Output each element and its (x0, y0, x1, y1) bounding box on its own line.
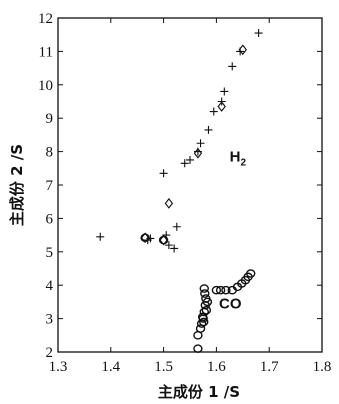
y-tick-label: 10 (38, 78, 53, 94)
diamond-point (238, 44, 247, 56)
annotation-label: H2 (230, 149, 247, 169)
diamond-point (159, 234, 168, 246)
diamond-point (193, 147, 203, 159)
x-tick-label: 1.8 (313, 359, 332, 375)
diamond-point (217, 101, 226, 112)
circle-point (197, 312, 208, 322)
y-tick-label: 9 (46, 111, 54, 127)
plus-point (220, 87, 229, 96)
circle-point (193, 344, 203, 353)
y-tick-label: 6 (46, 211, 54, 227)
x-axis-label: 主成份 1 /S (158, 383, 240, 401)
plus-point (204, 125, 213, 134)
plus-point (159, 169, 168, 178)
plus-point (228, 62, 237, 71)
plus-point (196, 139, 205, 148)
circle-point (211, 285, 222, 295)
circle-point (200, 289, 210, 298)
x-axis-ticks: 1.3 1.4 1.5 1.6 1.7 1.8 (49, 18, 332, 375)
x-tick-label: 1.4 (101, 359, 120, 375)
plus-point (96, 232, 105, 241)
annotations: H2 CO (219, 149, 246, 313)
plus-point (172, 222, 181, 231)
circle-point (140, 233, 150, 243)
y-tick-label: 11 (39, 44, 53, 60)
x-tick-label: 1.3 (49, 359, 68, 375)
plus-point (254, 29, 263, 38)
circle-point (199, 284, 209, 293)
plus-point (186, 155, 194, 164)
plot-frame (57, 17, 323, 353)
circle-point (215, 285, 226, 295)
circle-point (246, 269, 256, 278)
circle-point (201, 305, 212, 315)
y-tick-label: 3 (46, 312, 54, 328)
y-tick-label: 7 (46, 178, 54, 194)
diamond-point (140, 232, 150, 244)
plus-point (170, 244, 179, 253)
y-tick-label: 5 (46, 245, 54, 261)
circle-point (202, 297, 213, 307)
diamond-point (164, 197, 174, 209)
plus-point (209, 107, 218, 116)
y-tick-label: 4 (46, 278, 54, 294)
plus-point (180, 159, 189, 168)
x-tick-label: 1.5 (154, 359, 173, 375)
plus-point (164, 241, 173, 250)
data-points (96, 29, 263, 353)
x-tick-label: 1.6 (207, 359, 226, 375)
y-axis-label: 主成份 2 /S (8, 144, 26, 226)
y-tick-label: 2 (46, 345, 54, 361)
y-axis-ticks: 2 3 4 5 6 7 8 9 10 11 12 (38, 11, 322, 361)
circle-point (221, 285, 231, 295)
annotation-label: CO (219, 296, 242, 313)
y-tick-label: 8 (46, 145, 54, 161)
circle-point (199, 317, 209, 327)
y-tick-label: 12 (38, 11, 53, 27)
x-tick-label: 1.7 (260, 359, 279, 375)
circle-point (158, 235, 169, 245)
